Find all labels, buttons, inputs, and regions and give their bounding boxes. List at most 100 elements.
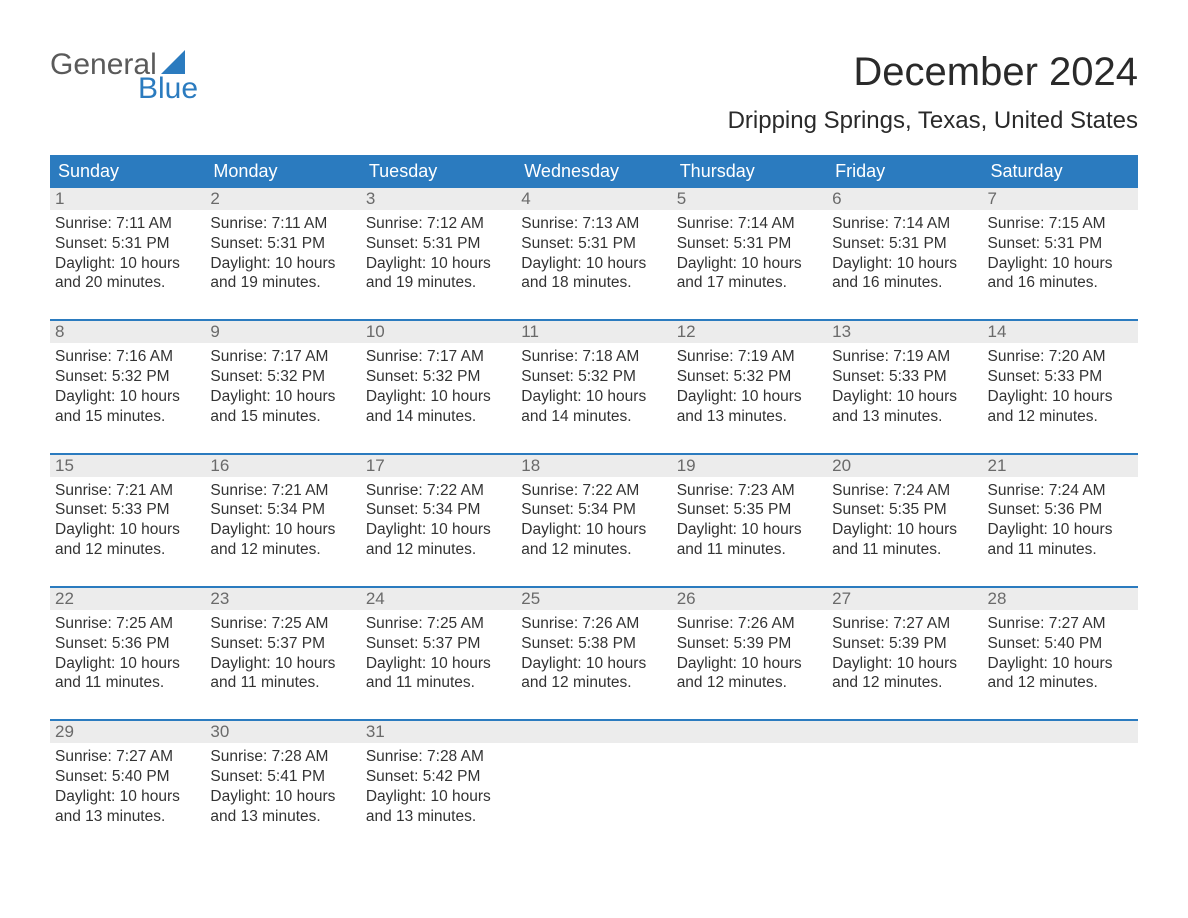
sunrise-line: Sunrise: 7:17 AM (210, 347, 355, 367)
sunset-line: Sunset: 5:33 PM (55, 500, 200, 520)
daylight-line-1: Daylight: 10 hours (832, 520, 977, 540)
sunset-line: Sunset: 5:31 PM (210, 234, 355, 254)
daylight-line-1: Daylight: 10 hours (521, 254, 666, 274)
sunrise-line: Sunrise: 7:14 AM (832, 214, 977, 234)
date-number: 17 (361, 455, 516, 477)
date-number: 28 (983, 588, 1138, 610)
cell-body: Sunrise: 7:17 AMSunset: 5:32 PMDaylight:… (361, 343, 516, 438)
daylight-line-2: and 12 minutes. (988, 407, 1133, 427)
sunrise-line: Sunrise: 7:23 AM (677, 481, 822, 501)
daylight-line-2: and 12 minutes. (832, 673, 977, 693)
daylight-line-2: and 15 minutes. (210, 407, 355, 427)
sunset-line: Sunset: 5:32 PM (210, 367, 355, 387)
cell-body: Sunrise: 7:19 AMSunset: 5:33 PMDaylight:… (827, 343, 982, 438)
calendar-cell: 11Sunrise: 7:18 AMSunset: 5:32 PMDayligh… (516, 321, 671, 438)
daylight-line-1: Daylight: 10 hours (55, 520, 200, 540)
daylight-line-2: and 19 minutes. (366, 273, 511, 293)
sunrise-line: Sunrise: 7:22 AM (521, 481, 666, 501)
day-header-friday: Friday (827, 155, 982, 188)
date-number: 19 (672, 455, 827, 477)
cell-body: Sunrise: 7:26 AMSunset: 5:39 PMDaylight:… (672, 610, 827, 705)
daylight-line-1: Daylight: 10 hours (366, 654, 511, 674)
sunset-line: Sunset: 5:34 PM (210, 500, 355, 520)
daylight-line-1: Daylight: 10 hours (210, 520, 355, 540)
cell-body: Sunrise: 7:28 AMSunset: 5:41 PMDaylight:… (205, 743, 360, 838)
date-number: 13 (827, 321, 982, 343)
daylight-line-1: Daylight: 10 hours (677, 387, 822, 407)
date-number: 26 (672, 588, 827, 610)
calendar-cell: 18Sunrise: 7:22 AMSunset: 5:34 PMDayligh… (516, 455, 671, 572)
date-number: 8 (50, 321, 205, 343)
sunrise-line: Sunrise: 7:27 AM (988, 614, 1133, 634)
date-number: 31 (361, 721, 516, 743)
calendar-cell: 16Sunrise: 7:21 AMSunset: 5:34 PMDayligh… (205, 455, 360, 572)
daylight-line-2: and 12 minutes. (55, 540, 200, 560)
calendar-cell: 10Sunrise: 7:17 AMSunset: 5:32 PMDayligh… (361, 321, 516, 438)
calendar-cell (983, 721, 1138, 838)
cell-body (516, 743, 671, 823)
daylight-line-1: Daylight: 10 hours (210, 254, 355, 274)
sunrise-line: Sunrise: 7:26 AM (521, 614, 666, 634)
date-number: 29 (50, 721, 205, 743)
calendar-cell: 30Sunrise: 7:28 AMSunset: 5:41 PMDayligh… (205, 721, 360, 838)
daylight-line-2: and 16 minutes. (832, 273, 977, 293)
sunrise-line: Sunrise: 7:27 AM (832, 614, 977, 634)
day-header-row: Sunday Monday Tuesday Wednesday Thursday… (50, 155, 1138, 188)
sunrise-line: Sunrise: 7:25 AM (366, 614, 511, 634)
daylight-line-2: and 13 minutes. (55, 807, 200, 827)
sunset-line: Sunset: 5:40 PM (988, 634, 1133, 654)
daylight-line-1: Daylight: 10 hours (55, 787, 200, 807)
sunset-line: Sunset: 5:33 PM (988, 367, 1133, 387)
daylight-line-1: Daylight: 10 hours (55, 387, 200, 407)
daylight-line-1: Daylight: 10 hours (832, 254, 977, 274)
sunrise-line: Sunrise: 7:19 AM (832, 347, 977, 367)
cell-body (983, 743, 1138, 823)
logo-word-blue: Blue (138, 74, 198, 104)
daylight-line-2: and 16 minutes. (988, 273, 1133, 293)
calendar-cell: 28Sunrise: 7:27 AMSunset: 5:40 PMDayligh… (983, 588, 1138, 705)
daylight-line-1: Daylight: 10 hours (832, 654, 977, 674)
sunrise-line: Sunrise: 7:21 AM (210, 481, 355, 501)
cell-body: Sunrise: 7:25 AMSunset: 5:36 PMDaylight:… (50, 610, 205, 705)
date-number: 5 (672, 188, 827, 210)
daylight-line-1: Daylight: 10 hours (677, 254, 822, 274)
sunset-line: Sunset: 5:32 PM (55, 367, 200, 387)
sunset-line: Sunset: 5:34 PM (521, 500, 666, 520)
cell-body: Sunrise: 7:22 AMSunset: 5:34 PMDaylight:… (516, 477, 671, 572)
page-title: December 2024 (728, 50, 1138, 95)
sunrise-line: Sunrise: 7:16 AM (55, 347, 200, 367)
cell-body: Sunrise: 7:18 AMSunset: 5:32 PMDaylight:… (516, 343, 671, 438)
sunset-line: Sunset: 5:31 PM (366, 234, 511, 254)
sunrise-line: Sunrise: 7:19 AM (677, 347, 822, 367)
calendar-cell: 13Sunrise: 7:19 AMSunset: 5:33 PMDayligh… (827, 321, 982, 438)
date-number: 12 (672, 321, 827, 343)
daylight-line-2: and 13 minutes. (677, 407, 822, 427)
date-number: 15 (50, 455, 205, 477)
cell-body: Sunrise: 7:27 AMSunset: 5:39 PMDaylight:… (827, 610, 982, 705)
daylight-line-1: Daylight: 10 hours (210, 787, 355, 807)
calendar-week: 22Sunrise: 7:25 AMSunset: 5:36 PMDayligh… (50, 586, 1138, 705)
date-number (983, 721, 1138, 743)
daylight-line-1: Daylight: 10 hours (55, 254, 200, 274)
date-number: 11 (516, 321, 671, 343)
date-number: 18 (516, 455, 671, 477)
sunrise-line: Sunrise: 7:28 AM (210, 747, 355, 767)
cell-body: Sunrise: 7:13 AMSunset: 5:31 PMDaylight:… (516, 210, 671, 305)
sunset-line: Sunset: 5:31 PM (988, 234, 1133, 254)
calendar-cell: 14Sunrise: 7:20 AMSunset: 5:33 PMDayligh… (983, 321, 1138, 438)
date-number: 30 (205, 721, 360, 743)
date-number: 9 (205, 321, 360, 343)
calendar: Sunday Monday Tuesday Wednesday Thursday… (50, 155, 1138, 839)
sunset-line: Sunset: 5:31 PM (832, 234, 977, 254)
date-number: 21 (983, 455, 1138, 477)
sunrise-line: Sunrise: 7:24 AM (832, 481, 977, 501)
sunrise-line: Sunrise: 7:14 AM (677, 214, 822, 234)
daylight-line-2: and 11 minutes. (210, 673, 355, 693)
cell-body: Sunrise: 7:20 AMSunset: 5:33 PMDaylight:… (983, 343, 1138, 438)
daylight-line-1: Daylight: 10 hours (832, 387, 977, 407)
date-number: 23 (205, 588, 360, 610)
daylight-line-2: and 13 minutes. (366, 807, 511, 827)
sunrise-line: Sunrise: 7:22 AM (366, 481, 511, 501)
sunrise-line: Sunrise: 7:28 AM (366, 747, 511, 767)
sunset-line: Sunset: 5:31 PM (55, 234, 200, 254)
